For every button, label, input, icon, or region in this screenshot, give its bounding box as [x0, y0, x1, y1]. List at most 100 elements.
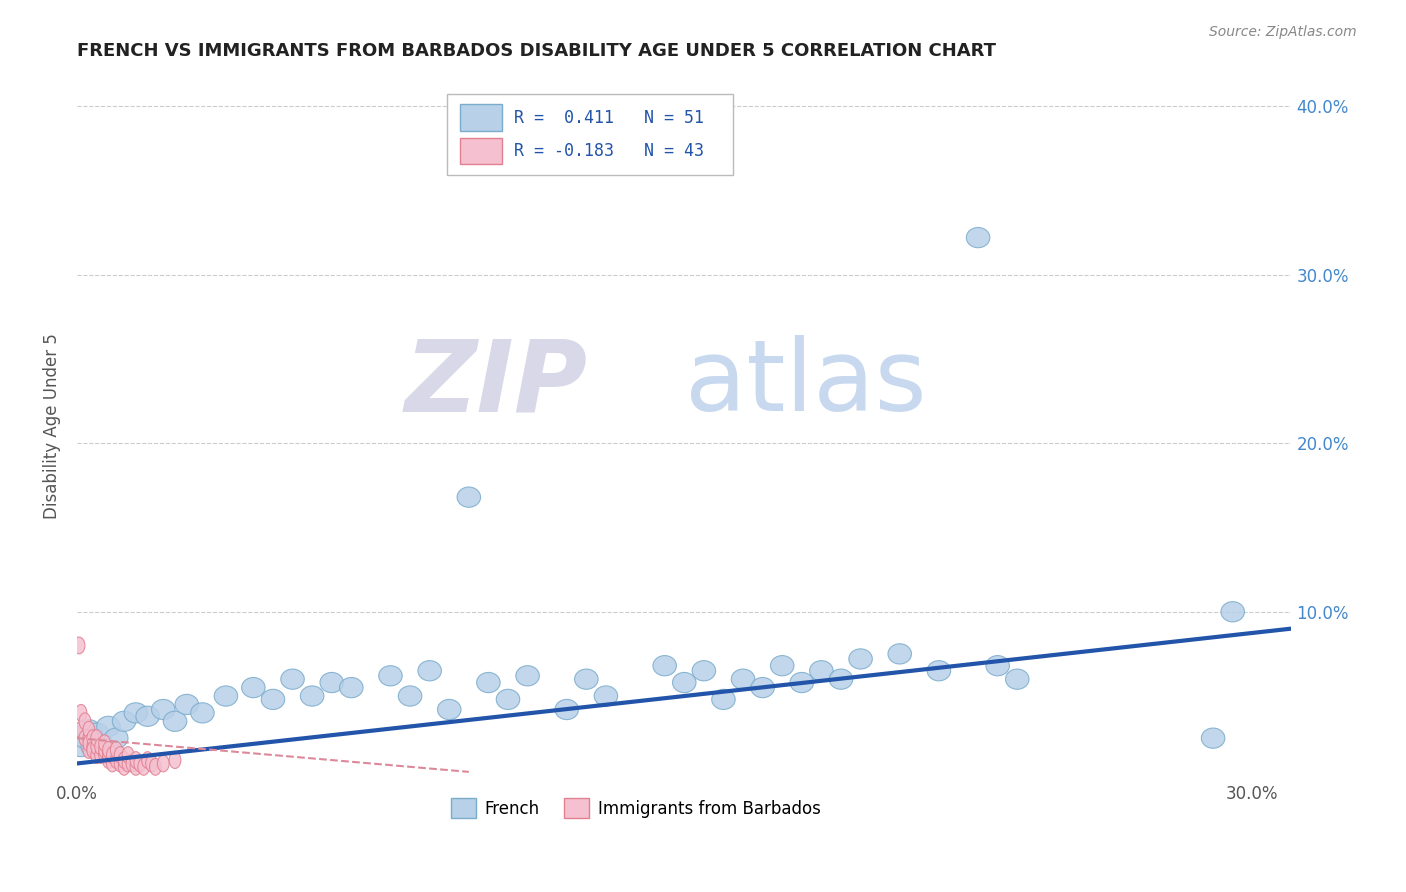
Ellipse shape — [281, 669, 304, 690]
Ellipse shape — [94, 747, 107, 764]
Ellipse shape — [169, 752, 181, 769]
Ellipse shape — [79, 730, 91, 747]
Ellipse shape — [97, 716, 120, 737]
Ellipse shape — [595, 686, 617, 706]
Ellipse shape — [214, 686, 238, 706]
Ellipse shape — [301, 686, 323, 706]
Ellipse shape — [149, 758, 162, 775]
Ellipse shape — [69, 737, 93, 756]
Ellipse shape — [107, 747, 118, 764]
Ellipse shape — [262, 690, 284, 709]
Ellipse shape — [398, 686, 422, 706]
Ellipse shape — [98, 741, 111, 758]
Ellipse shape — [122, 755, 134, 772]
Ellipse shape — [770, 656, 794, 676]
Y-axis label: Disability Age Under 5: Disability Age Under 5 — [44, 334, 60, 519]
Ellipse shape — [711, 690, 735, 709]
Ellipse shape — [152, 699, 174, 720]
Ellipse shape — [103, 741, 114, 758]
Ellipse shape — [83, 722, 94, 739]
Bar — [460, 137, 502, 164]
Ellipse shape — [340, 678, 363, 698]
Ellipse shape — [122, 747, 134, 764]
FancyBboxPatch shape — [447, 94, 733, 175]
Ellipse shape — [830, 669, 852, 690]
Ellipse shape — [75, 722, 87, 739]
Ellipse shape — [75, 705, 87, 722]
Ellipse shape — [1005, 669, 1029, 690]
Ellipse shape — [136, 706, 159, 726]
Ellipse shape — [118, 758, 129, 775]
Ellipse shape — [87, 741, 98, 758]
Ellipse shape — [91, 739, 103, 755]
Ellipse shape — [129, 758, 142, 775]
Ellipse shape — [692, 661, 716, 681]
Ellipse shape — [87, 730, 98, 747]
Ellipse shape — [138, 758, 149, 775]
Ellipse shape — [98, 735, 111, 752]
Ellipse shape — [418, 661, 441, 681]
Bar — [460, 104, 502, 131]
Ellipse shape — [87, 739, 98, 755]
Ellipse shape — [89, 733, 112, 754]
Text: atlas: atlas — [685, 335, 927, 433]
Ellipse shape — [790, 673, 814, 693]
Ellipse shape — [477, 673, 501, 693]
Ellipse shape — [94, 739, 107, 755]
Ellipse shape — [378, 665, 402, 686]
Ellipse shape — [986, 656, 1010, 676]
Ellipse shape — [118, 752, 129, 769]
Ellipse shape — [134, 755, 146, 772]
Ellipse shape — [82, 737, 104, 756]
Ellipse shape — [73, 637, 84, 654]
Ellipse shape — [114, 755, 127, 772]
Ellipse shape — [496, 690, 520, 709]
Ellipse shape — [652, 656, 676, 676]
Text: ZIP: ZIP — [404, 335, 588, 433]
Ellipse shape — [103, 747, 114, 764]
Ellipse shape — [191, 703, 214, 723]
Ellipse shape — [810, 661, 834, 681]
Text: FRENCH VS IMMIGRANTS FROM BARBADOS DISABILITY AGE UNDER 5 CORRELATION CHART: FRENCH VS IMMIGRANTS FROM BARBADOS DISAB… — [77, 42, 995, 60]
Ellipse shape — [98, 747, 111, 764]
Ellipse shape — [849, 648, 872, 669]
Ellipse shape — [927, 661, 950, 681]
Ellipse shape — [575, 669, 598, 690]
Ellipse shape — [1201, 728, 1225, 748]
Ellipse shape — [242, 678, 266, 698]
Ellipse shape — [111, 741, 122, 758]
Ellipse shape — [731, 669, 755, 690]
Ellipse shape — [321, 673, 343, 693]
Text: R = -0.183   N = 43: R = -0.183 N = 43 — [515, 142, 704, 160]
Ellipse shape — [516, 665, 540, 686]
Ellipse shape — [966, 227, 990, 248]
Ellipse shape — [457, 487, 481, 508]
Ellipse shape — [83, 730, 94, 747]
Ellipse shape — [73, 728, 97, 748]
Ellipse shape — [174, 694, 198, 714]
Ellipse shape — [1220, 601, 1244, 622]
Ellipse shape — [163, 711, 187, 731]
Ellipse shape — [111, 752, 122, 769]
Ellipse shape — [107, 755, 118, 772]
Ellipse shape — [127, 755, 138, 772]
Ellipse shape — [79, 713, 91, 730]
Ellipse shape — [555, 699, 578, 720]
Ellipse shape — [91, 730, 103, 747]
Ellipse shape — [129, 752, 142, 769]
Legend: French, Immigrants from Barbados: French, Immigrants from Barbados — [444, 791, 827, 825]
Ellipse shape — [437, 699, 461, 720]
Ellipse shape — [91, 747, 103, 764]
Ellipse shape — [751, 678, 775, 698]
Ellipse shape — [112, 711, 136, 731]
Ellipse shape — [84, 723, 108, 743]
Text: Source: ZipAtlas.com: Source: ZipAtlas.com — [1209, 25, 1357, 39]
Ellipse shape — [83, 735, 94, 752]
Ellipse shape — [104, 728, 128, 748]
Ellipse shape — [142, 752, 153, 769]
Ellipse shape — [103, 752, 114, 769]
Ellipse shape — [83, 741, 94, 758]
Ellipse shape — [77, 720, 101, 739]
Ellipse shape — [672, 673, 696, 693]
Ellipse shape — [124, 703, 148, 723]
